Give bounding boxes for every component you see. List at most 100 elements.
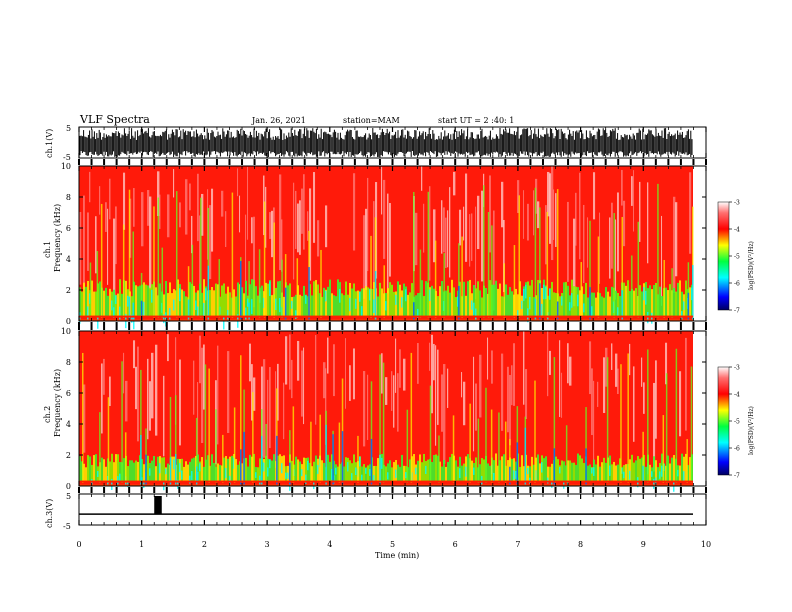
spectrogram-streak — [547, 331, 549, 397]
spectrogram-spike-blue — [332, 434, 334, 486]
spectrogram-band — [245, 457, 247, 482]
spectrogram-band — [413, 454, 415, 482]
spectrogram-band-cyan — [97, 470, 99, 477]
spectrogram-band-cyan — [359, 291, 361, 302]
spectrogram-spike — [477, 418, 480, 483]
gap-tick — [667, 487, 670, 493]
spectrogram-band — [331, 293, 333, 317]
spectrogram-spike — [357, 435, 359, 483]
spectrogram-band — [667, 290, 669, 317]
spectrogram-band — [107, 295, 109, 317]
spectrogram-band-cyan — [179, 463, 181, 473]
spectrogram-streak — [193, 360, 195, 415]
spectrogram-band — [279, 454, 281, 482]
spectrogram-streak — [147, 190, 150, 226]
spectrogram-streak — [279, 174, 282, 271]
spectrogram-spike — [374, 217, 377, 318]
spectrogram-band — [103, 290, 105, 317]
spectrogram-band — [487, 463, 489, 482]
spectrogram-band — [493, 284, 495, 317]
gap-tick — [429, 487, 432, 493]
spectrogram-spike — [580, 262, 583, 318]
gap-tick — [629, 487, 632, 493]
spectrogram-band — [265, 282, 267, 317]
spectrogram-streak — [137, 346, 139, 442]
ch1-colorbar — [717, 201, 730, 311]
spectrogram-band — [685, 280, 687, 317]
spectrogram-band — [531, 279, 533, 317]
spectrogram-spike — [675, 348, 678, 483]
spectrogram-band — [329, 461, 331, 482]
spectrogram-band-cyan — [683, 471, 685, 482]
spectrogram-band — [579, 290, 581, 317]
spectrogram-band-cyan — [651, 471, 653, 477]
spectrogram-band — [201, 292, 203, 317]
spectrogram-streak — [443, 364, 446, 464]
spectrogram-band — [585, 282, 587, 317]
gap-tick — [165, 322, 168, 330]
spectrogram-streak — [449, 187, 451, 278]
spectrogram-spike — [200, 197, 202, 318]
spectrogram-spike — [657, 183, 659, 318]
spectrogram-band-cyan — [387, 472, 389, 480]
spectrogram-band — [389, 460, 391, 482]
spectrogram-streak — [303, 174, 305, 250]
spectrogram-band — [641, 291, 643, 317]
spectrogram-spike — [487, 211, 490, 318]
spectrogram-spike — [107, 397, 110, 483]
spectrogram-streak — [105, 202, 107, 232]
gap-tick — [516, 322, 519, 330]
spectrogram-band-cyan — [643, 287, 645, 301]
spectrogram-band — [535, 457, 537, 482]
spectrogram-band-cyan — [339, 288, 341, 303]
ch1-waveform-ylabel: ch.1(V) — [45, 129, 54, 158]
spectrogram-spike — [627, 353, 629, 483]
spectrogram-streak — [433, 209, 436, 263]
ch3-waveform-panel: 5 -5 ch.3(V) — [45, 492, 707, 531]
spectrogram-spike — [218, 259, 221, 318]
gap-tick — [215, 487, 218, 493]
spectrogram-spike — [631, 255, 633, 318]
spectrogram-band — [359, 291, 361, 317]
gap-tick — [140, 487, 143, 493]
spectrogram-band — [455, 297, 457, 317]
spectrogram-spike — [124, 432, 127, 483]
spectrogram-band — [337, 279, 339, 317]
spectrogram-streak — [263, 359, 266, 458]
spectrogram-spike — [565, 425, 568, 483]
spectrogram-band — [475, 288, 477, 317]
spectrogram-band — [591, 467, 593, 482]
spectrogram-streak — [655, 360, 657, 439]
spectrogram-band — [269, 459, 271, 482]
spectrogram-band — [257, 295, 259, 317]
spectrogram-band — [531, 456, 533, 482]
spectrogram-band — [563, 461, 565, 482]
spectrogram-band-cyan — [165, 312, 167, 327]
spectrogram-streak — [679, 371, 682, 437]
spectrogram-spike — [406, 409, 409, 483]
gap-tick — [667, 159, 670, 165]
spectrogram-streak — [211, 188, 214, 252]
spectrogram-streak — [209, 205, 212, 280]
gap-tick — [115, 322, 118, 330]
spectrogram-streak — [397, 373, 399, 432]
spectrogram-streak — [201, 347, 204, 444]
gap-tick — [291, 487, 294, 493]
spectrogram-band — [283, 455, 285, 482]
ch1-spectrogram-ylabel-top: ch.1 — [43, 241, 52, 258]
spectrogram-band — [311, 466, 313, 482]
spectrogram-band — [379, 282, 381, 317]
spectrogram-band — [261, 285, 263, 317]
spectrogram-band-cyan — [525, 284, 527, 299]
gap-tick — [529, 159, 532, 165]
spectrogram-band — [679, 465, 681, 482]
spectrogram-streak — [297, 340, 300, 381]
spectrogram-band — [619, 296, 621, 317]
ch3-ytick-top: 5 — [66, 492, 71, 501]
spectrogram-band — [627, 280, 629, 317]
spectrogram-band — [375, 465, 377, 482]
spectrogram-streak — [315, 335, 317, 425]
spectrogram-streak — [87, 212, 89, 271]
spectrogram-band — [437, 455, 439, 482]
